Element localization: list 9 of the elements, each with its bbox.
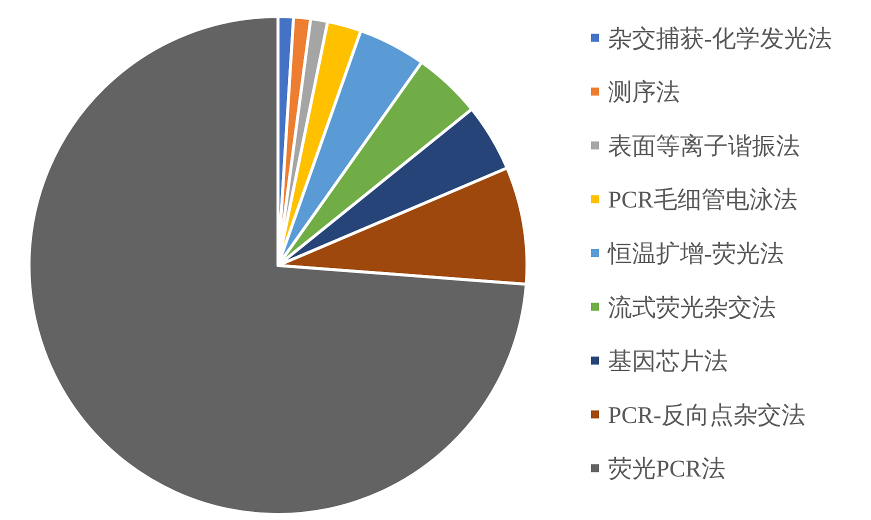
legend-label: 杂交捕获-化学发光法 xyxy=(608,25,832,52)
legend-label: PCR-反向点杂交法 xyxy=(608,402,806,429)
legend-label: 恒温扩增-荧光法 xyxy=(607,240,784,268)
legend-label: PCR毛细管电泳法 xyxy=(608,186,798,214)
legend-label: 荧光PCR法 xyxy=(608,456,726,483)
legend-label: 基因芯片法 xyxy=(608,349,728,376)
legend-label: 流式荧光杂交法 xyxy=(608,294,776,322)
legend-label: 表面等离子谐振法 xyxy=(608,132,800,160)
legend-label: 测序法 xyxy=(608,79,680,106)
